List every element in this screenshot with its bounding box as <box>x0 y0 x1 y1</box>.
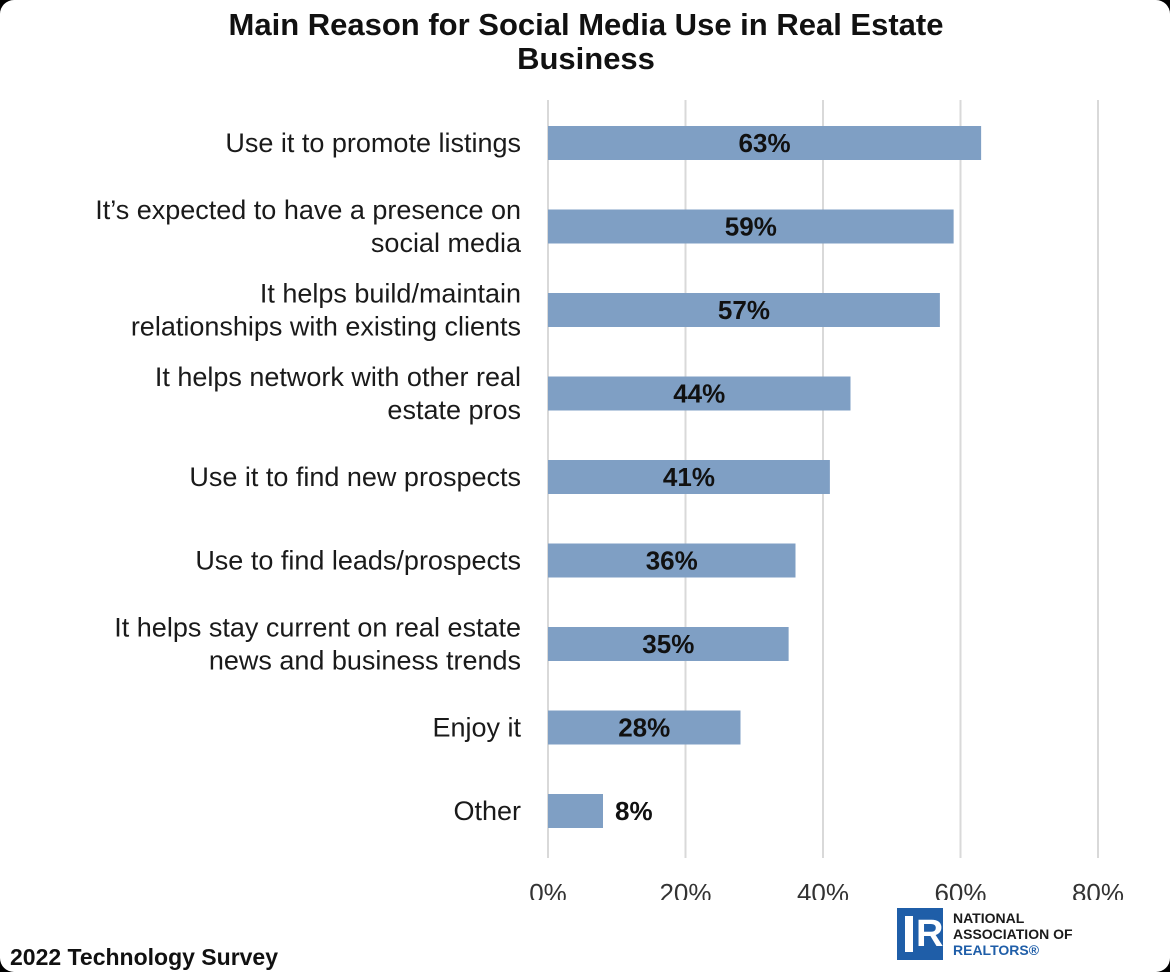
category-label: Use to find leads/prospects <box>195 546 521 576</box>
data-label: 28% <box>618 713 670 743</box>
source-note: 2022 Technology Survey <box>10 944 279 970</box>
bar <box>548 794 603 828</box>
bar <box>548 710 741 745</box>
bar <box>548 293 940 327</box>
data-label: 41% <box>663 462 715 492</box>
data-label: 36% <box>646 546 698 576</box>
x-tick-label: 60% <box>934 878 986 900</box>
category-label: It helps network with other real <box>155 362 521 392</box>
category-label: news and business trends <box>209 646 521 676</box>
logo-line-2: ASSOCIATION OF <box>953 926 1073 942</box>
logo-wordmark: NATIONAL ASSOCIATION OF REALTORS® <box>953 910 1073 958</box>
x-tick-label: 80% <box>1072 878 1124 900</box>
realtor-r-icon: R <box>897 908 943 960</box>
category-label: It helps build/maintain <box>260 279 521 309</box>
category-label: It helps stay current on real estate <box>114 613 521 643</box>
bar <box>548 627 789 661</box>
bar-chart: Main Reason for Social Media Use in Real… <box>95 7 1124 900</box>
category-label: relationships with existing clients <box>131 312 521 342</box>
x-tick-label: 20% <box>659 878 711 900</box>
nar-logo: R NATIONAL ASSOCIATION OF REALTORS® <box>897 908 1073 960</box>
x-tick-label: 0% <box>529 878 567 900</box>
category-label: Use it to find new prospects <box>189 462 521 492</box>
logo-line-1: NATIONAL <box>953 910 1025 926</box>
logo-line-3: REALTORS® <box>953 942 1040 958</box>
chart-title-line: Business <box>517 41 655 76</box>
category-label: It’s expected to have a presence on <box>95 195 521 225</box>
category-label: estate pros <box>387 395 521 425</box>
category-label: Other <box>453 796 521 826</box>
data-label: 59% <box>725 212 777 242</box>
bar <box>548 376 851 411</box>
bar <box>548 543 796 578</box>
logo-mark-letter: R <box>916 913 944 955</box>
data-label: 63% <box>739 128 791 158</box>
data-label: 57% <box>718 295 770 325</box>
data-label: 44% <box>673 379 725 409</box>
chart-title-line: Main Reason for Social Media Use in Real… <box>229 7 944 42</box>
bar <box>548 460 830 494</box>
category-label: Enjoy it <box>432 713 521 743</box>
bar <box>548 209 954 244</box>
bar <box>548 126 982 160</box>
category-label: social media <box>371 228 522 258</box>
category-label: Use it to promote listings <box>225 128 521 158</box>
data-label: 8% <box>615 796 653 826</box>
x-tick-label: 40% <box>797 878 849 900</box>
data-label: 35% <box>642 629 694 659</box>
